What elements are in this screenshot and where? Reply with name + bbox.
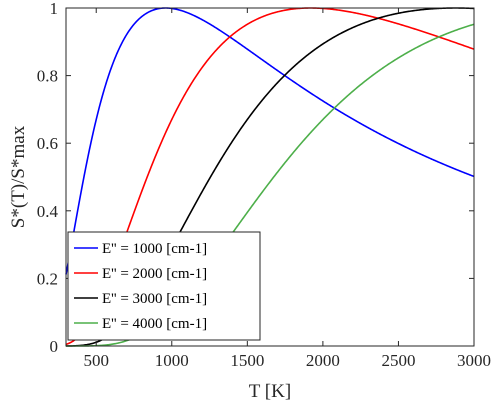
y-tick-label: 0 xyxy=(50,337,59,356)
legend-entry: E'' = 2000 [cm-1] xyxy=(102,266,207,282)
x-tick-label: 1000 xyxy=(155,351,189,370)
y-tick-label: 1 xyxy=(50,0,59,18)
series-line-2000 xyxy=(65,7,475,346)
y-axis-label: S*(T)/S*max xyxy=(8,125,29,228)
x-tick-label: 2000 xyxy=(306,351,340,370)
legend: E'' = 1000 [cm-1] E'' = 2000 [cm-1] E'' = … xyxy=(67,231,261,341)
y-axis: 0 0.2 0.4 0.6 0.8 1 xyxy=(37,0,474,356)
x-tick-label: 1500 xyxy=(230,351,264,370)
x-tick-label: 3000 xyxy=(457,351,491,370)
y-axis-label-group: S*(T)/S*max xyxy=(8,125,29,228)
axes-frame xyxy=(65,7,475,347)
x-axis: 500 1000 1500 2000 2500 3000 xyxy=(83,8,491,370)
y-tick-label: 0.6 xyxy=(37,134,58,153)
y-tick-label: 0.2 xyxy=(37,269,58,288)
x-tick-label: 500 xyxy=(83,351,109,370)
legend-entry: E'' = 4000 [cm-1] xyxy=(102,316,207,332)
legend-box xyxy=(67,231,261,341)
series-line-1000 xyxy=(65,7,475,275)
y-tick-label: 0.4 xyxy=(37,202,59,221)
y-tick-label: 0.8 xyxy=(37,67,58,86)
x-tick-label: 2500 xyxy=(381,351,415,370)
legend-entry: E'' = 3000 [cm-1] xyxy=(102,291,207,307)
legend-entry: E'' = 1000 [cm-1] xyxy=(102,241,207,257)
x-axis-label: T [K] xyxy=(249,381,291,402)
